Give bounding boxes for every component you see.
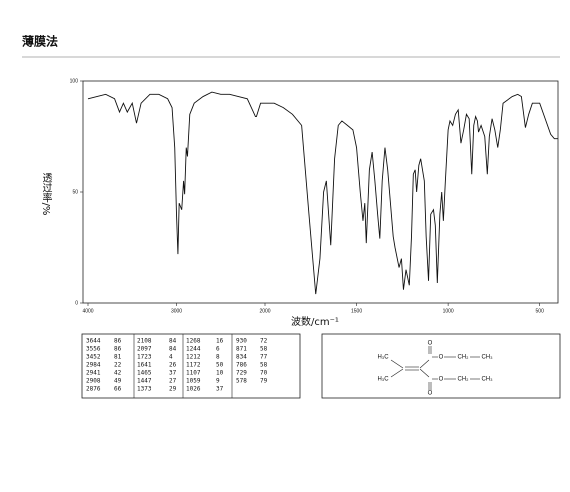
peak-transmittance: 58	[260, 362, 268, 369]
peak-transmittance: 86	[114, 346, 122, 353]
peak-wavenumber: 3556	[86, 346, 101, 353]
peak-transmittance: 6	[216, 346, 220, 353]
peak-transmittance: 86	[114, 338, 122, 345]
structure-label: O	[428, 341, 433, 347]
peak-wavenumber: 2941	[86, 370, 101, 377]
peak-wavenumber: 3452	[86, 354, 101, 361]
peak-transmittance: 10	[216, 370, 224, 377]
structure-label: H₃C	[377, 355, 389, 361]
peak-wavenumber: 1723	[137, 354, 152, 361]
peak-wavenumber: 1107	[186, 370, 201, 377]
spectrum-line	[87, 91, 558, 295]
peak-transmittance: 72	[260, 338, 268, 345]
peak-transmittance: 49	[114, 378, 122, 385]
structure-label: O	[439, 355, 444, 361]
structure-label: CH₃	[481, 355, 493, 361]
structure-label: O	[428, 391, 433, 397]
peak-transmittance: 27	[169, 378, 177, 385]
peak-transmittance: 37	[169, 370, 177, 377]
structure-bonds	[390, 346, 480, 390]
structure-frame	[321, 333, 561, 399]
y-tick-label: 50	[72, 189, 78, 195]
peak-wavenumber: 1373	[137, 386, 152, 393]
peak-wavenumber: 3644	[86, 338, 101, 345]
peak-wavenumber: 1465	[137, 370, 152, 377]
structure-label: CH₂	[458, 355, 470, 361]
peak-wavenumber: 578	[236, 378, 247, 385]
peak-wavenumber: 1268	[186, 338, 201, 345]
peak-transmittance: 81	[114, 354, 122, 361]
peak-wavenumber: 2908	[86, 378, 101, 385]
peak-wavenumber: 930	[236, 338, 247, 345]
peak-wavenumber: 2876	[86, 386, 101, 393]
peak-transmittance: 66	[114, 386, 122, 393]
y-tick-label: 0	[75, 300, 78, 306]
peak-wavenumber: 729	[236, 370, 247, 377]
structure-label: H₃C	[377, 377, 389, 383]
peak-transmittance: 22	[114, 362, 122, 369]
x-tick-label: 2000	[259, 308, 270, 314]
peak-wavenumber: 1641	[137, 362, 152, 369]
peak-wavenumber: 2097	[137, 346, 152, 353]
peak-transmittance: 84	[169, 346, 177, 353]
peak-wavenumber: 1447	[137, 378, 152, 385]
x-axis-label: 波数/cm⁻¹	[291, 315, 339, 328]
peak-wavenumber: 1244	[186, 346, 201, 353]
peak-transmittance: 9	[216, 378, 220, 385]
peak-transmittance: 79	[260, 378, 268, 385]
plot-frame	[82, 80, 559, 304]
peak-transmittance: 50	[216, 362, 224, 369]
x-tick-label: 500	[536, 308, 545, 314]
peak-transmittance: 8	[216, 354, 220, 361]
y-tick-label: 100	[70, 78, 79, 84]
x-tick-label: 1500	[351, 308, 362, 314]
peak-wavenumber: 1059	[186, 378, 201, 385]
peak-transmittance: 84	[169, 338, 177, 345]
peak-transmittance: 26	[169, 362, 177, 369]
peak-transmittance: 58	[260, 346, 268, 353]
peak-transmittance: 16	[216, 338, 224, 345]
peak-wavenumber: 1026	[186, 386, 201, 393]
peak-wavenumber: 834	[236, 354, 247, 361]
structure-label: CH₃	[481, 377, 493, 383]
peak-transmittance: 70	[260, 370, 268, 377]
peak-transmittance: 4	[169, 354, 173, 361]
peak-transmittance: 42	[114, 370, 122, 377]
peak-transmittance: 77	[260, 354, 268, 361]
peak-wavenumber: 871	[236, 346, 247, 353]
peak-transmittance: 29	[169, 386, 177, 393]
x-tick-label: 3000	[171, 308, 182, 314]
peak-wavenumber: 1172	[186, 362, 201, 369]
page-title: 薄膜法	[22, 34, 58, 49]
peak-table-frame	[81, 333, 301, 399]
x-tick-label: 4000	[82, 308, 93, 314]
peak-wavenumber: 2108	[137, 338, 152, 345]
peak-wavenumber: 2984	[86, 362, 101, 369]
y-axis-label: 透过率/%	[40, 172, 52, 215]
structure-label: O	[439, 377, 444, 383]
peak-wavenumber: 1212	[186, 354, 201, 361]
peak-wavenumber: 786	[236, 362, 247, 369]
x-tick-label: 1000	[443, 308, 454, 314]
peak-transmittance: 37	[216, 386, 224, 393]
structure-label: CH₂	[458, 377, 470, 383]
